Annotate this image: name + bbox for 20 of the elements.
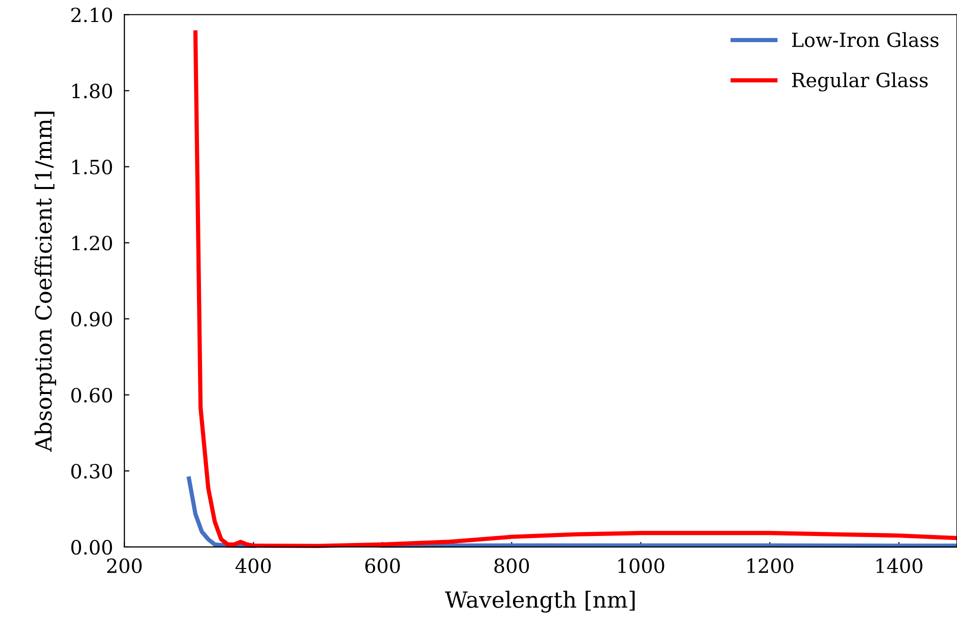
legend-label: Regular Glass <box>792 72 928 92</box>
legend-label: Low-Iron Glass <box>792 32 939 48</box>
x-tick-label: 1200 <box>747 558 794 574</box>
y-tick-label: 1.20 <box>72 236 112 250</box>
y-tick-label: 1.80 <box>72 84 112 98</box>
line-series <box>193 30 957 548</box>
y-tick-label: 0.90 <box>71 312 112 326</box>
x-tick-label: 600 <box>365 558 400 574</box>
x-tick-label: 200 <box>107 558 142 574</box>
y-tick-label: 0.60 <box>71 388 112 403</box>
x-tick-label: 800 <box>494 558 529 574</box>
x-axis-title: Wavelength [nm] <box>444 590 635 613</box>
x-tick-label: 400 <box>236 558 271 574</box>
y-axis-title: Absorption Coefficient [1/mm] <box>34 112 56 452</box>
y-tick-label: 0.00 <box>71 540 112 555</box>
y-tick-label: 2.10 <box>71 8 112 22</box>
y-tick-label: 1.50 <box>72 160 112 174</box>
x-tick-label: 1400 <box>876 558 922 574</box>
y-tick-label: 0.30 <box>71 464 112 479</box>
x-tick-label: 1000 <box>618 558 664 574</box>
